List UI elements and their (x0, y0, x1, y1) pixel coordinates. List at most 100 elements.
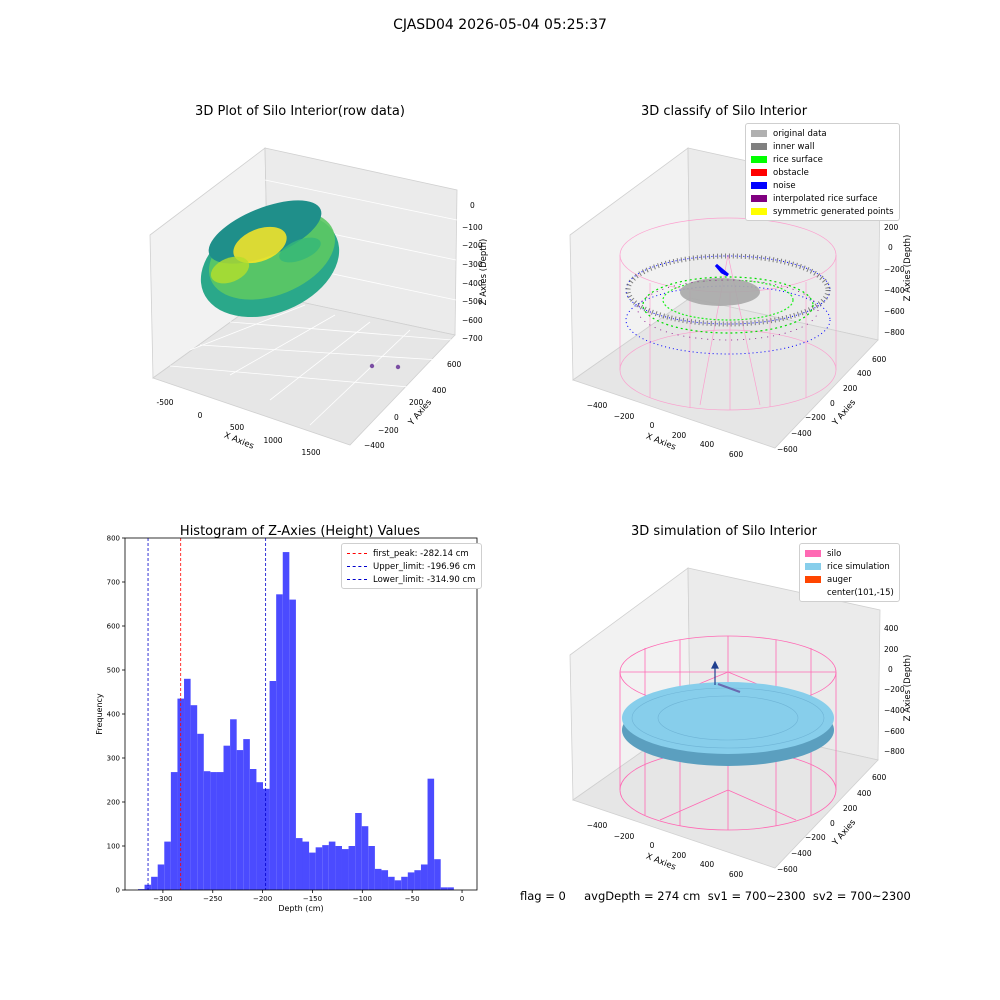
simulation-y-ticks: 600 400 200 0 −200 −400 −600 (777, 773, 887, 874)
swatch-interpolated (751, 195, 767, 202)
line-swatch-lower-limit (347, 579, 367, 580)
legend-label: center(101,-15) (827, 587, 894, 598)
simulation-legend: silo rice simulation auger center(101,-1… (799, 543, 900, 602)
x-tick-label: −50 (405, 895, 420, 903)
simulation-auger (711, 660, 741, 693)
svg-text:400: 400 (432, 386, 447, 395)
svg-text:−800: −800 (884, 328, 905, 337)
histogram-bar (197, 733, 204, 890)
histogram-bar (309, 852, 316, 890)
histogram-bar (348, 846, 356, 890)
histogram-bar (236, 750, 244, 890)
classify-x-ticks: −400 −200 0 200 400 600 (587, 401, 744, 459)
histogram-bar (394, 880, 402, 890)
svg-text:600: 600 (872, 773, 887, 782)
svg-text:−400: −400 (791, 429, 812, 438)
raw-z-axis-label: Z Axies (Depth) (479, 239, 489, 306)
classify-plot-title: 3D classify of Silo Interior (640, 104, 808, 119)
legend-entry-auger: auger (805, 573, 894, 586)
legend-entry-original-data: original data (751, 127, 894, 140)
svg-text:600: 600 (872, 355, 887, 364)
histogram-bar (230, 719, 237, 890)
raw-3d-plot: -500 0 500 1000 1500 X Axies 600 400 200… (149, 147, 489, 457)
histogram-bar (137, 889, 145, 890)
legend-entry-silo: silo (805, 547, 894, 560)
x-tick-label: −100 (353, 895, 372, 903)
classify-z-axis-label: Z Axies (Depth) (903, 235, 913, 302)
histogram-bar (210, 772, 217, 890)
svg-text:200: 200 (884, 645, 899, 654)
histogram-bar (184, 678, 191, 890)
swatch-rice-surface (751, 156, 767, 163)
svg-text:−600: −600 (884, 307, 905, 316)
legend-label: interpolated rice surface (773, 193, 878, 204)
svg-text:500: 500 (230, 423, 245, 432)
svg-text:−400: −400 (587, 821, 608, 830)
svg-text:0: 0 (198, 411, 203, 420)
histogram-bar (243, 739, 250, 890)
histogram-bar (203, 771, 211, 890)
histogram-bar (440, 887, 448, 890)
swatch-auger (805, 576, 821, 583)
histogram-bars (137, 552, 454, 890)
swatch-noise (751, 182, 767, 189)
legend-entry-rice-surface: rice surface (751, 153, 894, 166)
classify-legend: original data inner wall rice surface ob… (745, 123, 900, 221)
histogram-bar (302, 841, 310, 890)
svg-text:−200: −200 (805, 413, 826, 422)
histogram-bar (341, 849, 349, 890)
legend-entry-upper-limit: Upper_limit: -196.96 cm (347, 560, 476, 573)
swatch-symmetric (751, 208, 767, 215)
svg-text:−200: −200 (884, 265, 905, 274)
histogram-bar (170, 772, 178, 890)
histogram-x-ticks: −300 −250 −200 −150 −100 −50 0 (153, 890, 464, 903)
svg-text:−600: −600 (884, 727, 905, 736)
swatch-center (805, 589, 821, 596)
status-footer: flag = 0 avgDepth = 274 cm sv1 = 700~230… (520, 889, 911, 903)
raw-plot-title: 3D Plot of Silo Interior(row data) (195, 104, 405, 119)
simulation-plot-title: 3D simulation of Silo Interior (631, 524, 817, 539)
svg-text:−200: −200 (805, 833, 826, 842)
histogram-bar (164, 841, 171, 890)
histogram-y-ticks: 0 100 200 300 400 500 600 700 800 (107, 535, 125, 895)
histogram-bar (223, 745, 231, 890)
legend-label: symmetric generated points (773, 206, 894, 217)
svg-text:−400: −400 (462, 279, 483, 288)
histogram-bar (434, 859, 441, 890)
y-tick-label: 0 (116, 887, 120, 895)
legend-label: auger (827, 574, 852, 585)
svg-text:0: 0 (650, 841, 655, 850)
histogram-bar (269, 681, 277, 890)
svg-text:400: 400 (857, 369, 872, 378)
svg-text:−200: −200 (614, 412, 635, 421)
figure-suptitle: CJASD04 2026-05-04 05:25:37 (393, 17, 607, 33)
raw-outlier-point-2 (395, 364, 401, 370)
histogram-bar (361, 826, 369, 890)
simulation-x-ticks: −400 −200 0 200 400 600 (587, 821, 744, 879)
line-swatch-upper-limit (347, 566, 367, 567)
histogram-bar (420, 864, 428, 890)
svg-text:−200: −200 (378, 426, 399, 435)
svg-text:−400: −400 (884, 706, 905, 715)
svg-text:200: 200 (672, 431, 687, 440)
y-tick-label: 300 (107, 755, 120, 763)
swatch-obstacle (751, 169, 767, 176)
x-tick-label: −300 (153, 895, 172, 903)
histogram-bar (216, 772, 224, 890)
svg-text:−200: −200 (462, 241, 483, 250)
histogram-bar (388, 876, 395, 890)
y-tick-label: 200 (107, 799, 120, 807)
x-tick-label: −250 (203, 895, 222, 903)
histogram-bar (322, 845, 329, 890)
legend-entry-noise: noise (751, 179, 894, 192)
swatch-inner-wall (751, 143, 767, 150)
svg-text:−300: −300 (462, 260, 483, 269)
histogram-bar (157, 864, 165, 890)
histogram-bar (289, 599, 296, 890)
svg-text:0: 0 (830, 399, 835, 408)
histogram-bar (315, 847, 323, 890)
legend-label: Lower_limit: -314.90 cm (373, 574, 476, 585)
raw-y-ticks: 600 400 200 0 −200 −400 (364, 360, 462, 450)
histogram-bar (414, 870, 421, 890)
histogram-bar (276, 594, 283, 890)
